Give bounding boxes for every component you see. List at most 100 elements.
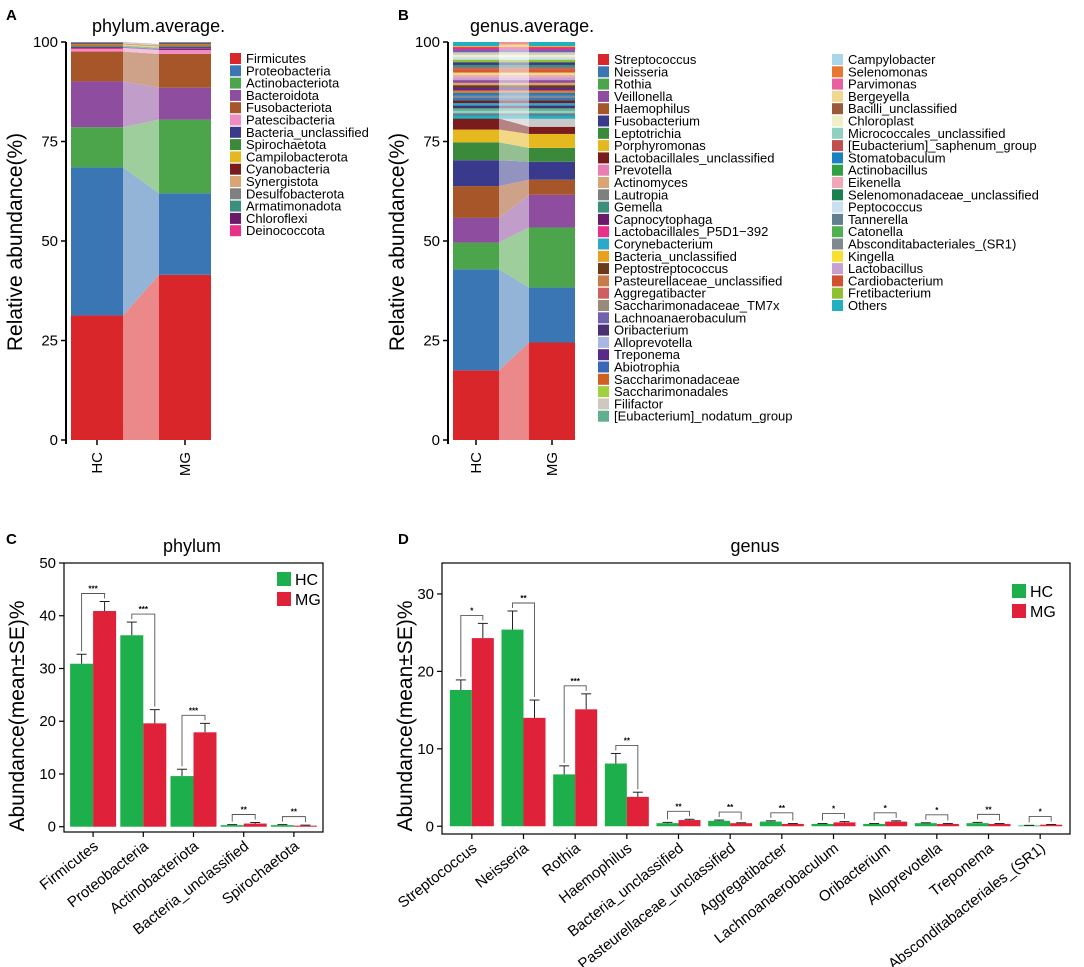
y-tick-label: 100 bbox=[415, 34, 440, 51]
minor-taxa-connector bbox=[499, 47, 529, 50]
legend-swatch bbox=[1012, 584, 1026, 598]
legend-swatch bbox=[598, 336, 609, 348]
legend-label: Prevotella bbox=[614, 163, 673, 178]
significance-mark: ** bbox=[727, 803, 734, 812]
bar-mg bbox=[678, 820, 701, 827]
legend-label: [Eubacterium]_nodatum_group bbox=[614, 409, 793, 424]
minor-taxa-connector bbox=[499, 105, 529, 109]
significance-mark: *** bbox=[189, 706, 199, 715]
minor-phylum-stripe-mg bbox=[159, 48, 211, 49]
legend-label: Deinococcota bbox=[246, 223, 326, 238]
legend-label: Corynebacterium bbox=[614, 237, 713, 252]
y-tick-label: 20 bbox=[39, 713, 56, 730]
minor-taxa-stripe-hc bbox=[453, 59, 499, 63]
legend-swatch bbox=[832, 103, 843, 115]
bar-mg bbox=[575, 709, 598, 827]
minor-taxa-stripe-mg bbox=[529, 113, 575, 117]
minor-taxa-connector bbox=[499, 52, 529, 56]
legend-swatch bbox=[832, 250, 843, 262]
minor-taxa-connector bbox=[499, 70, 529, 73]
panel-b-plot: 0 25 50 75 100 HC MG StreptococcusNeisseriaRoth… bbox=[415, 34, 1039, 476]
minor-taxa-connector bbox=[499, 110, 529, 114]
legend-swatch bbox=[832, 189, 843, 201]
x-category-label: MG bbox=[177, 452, 194, 476]
bar-hc bbox=[270, 825, 294, 827]
bar-hc bbox=[553, 774, 576, 827]
legend-label: Gemella bbox=[614, 200, 663, 215]
legend-swatch bbox=[230, 114, 241, 126]
stack-segment-hc bbox=[71, 47, 123, 52]
legend-label: Bacilli_unclassified bbox=[848, 101, 957, 116]
minor-phylum-stripe-mg bbox=[159, 44, 211, 46]
stack-connector bbox=[123, 45, 159, 49]
bar-hc bbox=[70, 663, 94, 827]
legend-swatch bbox=[598, 201, 609, 213]
stack-segment-hc bbox=[453, 129, 499, 143]
legend-label: Streptococcus bbox=[614, 52, 697, 67]
legend-swatch bbox=[832, 127, 843, 139]
minor-taxa-stripe-hc bbox=[453, 49, 499, 53]
y-tick-label: 20 bbox=[417, 663, 434, 680]
legend-swatch bbox=[277, 592, 291, 606]
x-category-label: HC bbox=[468, 452, 485, 474]
legend-swatch bbox=[230, 225, 241, 237]
stack-segment-mg bbox=[159, 193, 211, 275]
legend-swatch bbox=[832, 201, 843, 213]
legend-swatch bbox=[598, 54, 609, 65]
bar-hc bbox=[1018, 825, 1041, 827]
plot-frame bbox=[441, 562, 1071, 835]
legend-label: Cardiobacterium bbox=[848, 273, 943, 288]
minor-taxa-stripe-hc bbox=[453, 57, 499, 61]
minor-taxa-stripe-mg bbox=[529, 57, 575, 61]
legend-label: Alloprevotella bbox=[614, 335, 693, 350]
legend-label: Lachnoanaerobaculum bbox=[614, 310, 746, 325]
legend-swatch bbox=[598, 312, 609, 324]
minor-taxa-stripe-hc bbox=[453, 75, 499, 78]
minor-taxa-stripe-mg bbox=[529, 75, 575, 78]
legend-swatch bbox=[230, 176, 241, 187]
minor-phylum-stripe-hc bbox=[71, 46, 123, 47]
minor-taxa-connector bbox=[499, 42, 529, 45]
bar-mg bbox=[293, 825, 317, 827]
x-category-label: Streptococcus bbox=[395, 840, 480, 912]
stack-connector bbox=[499, 269, 529, 371]
minor-taxa-connector bbox=[499, 59, 529, 63]
legend-label: Saccharimonadaceae_TM7x bbox=[614, 298, 780, 313]
minor-taxa-stripe-hc bbox=[453, 105, 499, 109]
minor-phylum-stripe-mg bbox=[159, 43, 211, 45]
panel-a-plot: 0 25 50 75 100 HC MG FirmicutesProteobacteriaAc… bbox=[33, 34, 369, 476]
minor-phylum-stripe-hc bbox=[71, 44, 123, 46]
panel-label-c: C bbox=[6, 531, 17, 548]
legend-label: Haemophilus bbox=[614, 101, 690, 116]
significance-mark: ** bbox=[779, 804, 786, 813]
legend-swatch bbox=[230, 151, 241, 163]
legend-label: Lautropia bbox=[614, 187, 669, 202]
stack-segment-mg bbox=[159, 49, 211, 54]
stack-connector bbox=[499, 342, 529, 440]
significance-bracket bbox=[512, 602, 535, 698]
minor-taxa-stripe-hc bbox=[453, 64, 499, 68]
minor-taxa-stripe-mg bbox=[529, 80, 575, 84]
bar-hc bbox=[170, 776, 194, 827]
significance-mark: ** bbox=[241, 806, 248, 815]
minor-taxa-stripe-mg bbox=[529, 110, 575, 114]
stack-segment-mg bbox=[529, 161, 575, 180]
y-tick-label: 50 bbox=[41, 233, 58, 250]
legend-label: Capnocytophaga bbox=[614, 212, 713, 227]
stack-connector bbox=[499, 129, 529, 148]
significance-mark: * bbox=[470, 606, 474, 615]
bar-mg bbox=[93, 610, 117, 827]
stack-segment-mg bbox=[529, 133, 575, 148]
panel-a-ylabel: Relative abundance(%) bbox=[4, 133, 27, 351]
minor-phylum-stripe-mg bbox=[159, 42, 211, 43]
legend-swatch bbox=[832, 287, 843, 299]
significance-bracket bbox=[1028, 816, 1052, 823]
legend-label: Bacteria_unclassified bbox=[246, 125, 369, 140]
stack-segment-hc bbox=[71, 167, 123, 316]
minor-taxa-stripe-mg bbox=[529, 100, 575, 104]
significance-mark: ** bbox=[985, 805, 992, 814]
stack-segment-mg bbox=[159, 274, 211, 440]
legend-swatch bbox=[598, 300, 609, 311]
legend-label: Saccharimonadaceae bbox=[614, 372, 740, 387]
stack-connector bbox=[123, 167, 159, 316]
